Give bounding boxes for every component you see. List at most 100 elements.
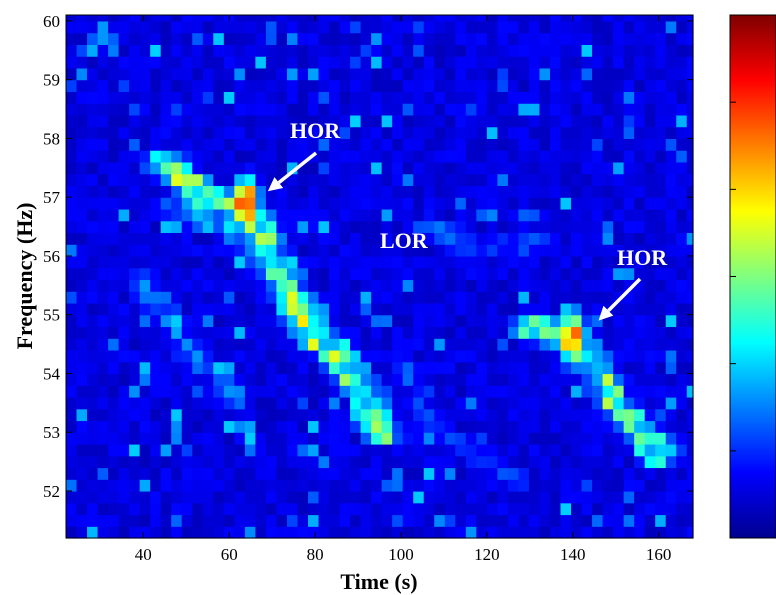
- heatmap-cell-2302: [602, 443, 614, 457]
- heatmap-cell-468: [171, 314, 183, 328]
- heatmap-cell-1920: [507, 173, 520, 187]
- heatmap-cell-1420: [392, 232, 404, 245]
- heatmap-cell-1471: [402, 161, 414, 175]
- heatmap-cell-704: [223, 185, 235, 198]
- heatmap-cell-2023: [528, 20, 541, 34]
- heatmap-cell-1278: [360, 314, 372, 328]
- heatmap-cell-625: [202, 56, 214, 69]
- heatmap-cell-1810: [486, 408, 498, 422]
- heatmap-cell-2580: [665, 349, 677, 363]
- heatmap-cell-362: [150, 502, 162, 516]
- heatmap-cell-354: [139, 67, 151, 81]
- heatmap-cell-1848: [497, 490, 509, 504]
- heatmap-cell-456: [171, 455, 183, 469]
- heatmap-cell-736: [234, 338, 246, 351]
- heatmap-cell-2196: [571, 103, 583, 116]
- heatmap-cell-1756: [476, 514, 488, 527]
- heatmap-cell-2630: [676, 291, 688, 304]
- heatmap-cell-1133: [329, 432, 341, 445]
- heatmap-cell-2435: [634, 467, 646, 480]
- heatmap-cell-2175: [571, 349, 583, 363]
- heatmap-cell-1351: [381, 514, 393, 527]
- heatmap-cell-1761: [476, 455, 488, 469]
- heatmap-cell-102: [87, 385, 99, 398]
- heatmap-cell-905: [276, 467, 288, 480]
- heatmap-cell-2476: [644, 514, 656, 527]
- heatmap-cell-2552: [655, 150, 667, 163]
- heatmap-cell-2203: [571, 20, 583, 34]
- heatmap-cell-1552: [423, 267, 435, 281]
- heatmap-cell-177: [97, 32, 109, 45]
- heatmap-cell-1511: [413, 220, 425, 234]
- heatmap-cell-1940: [518, 467, 530, 480]
- heatmap-cell-1070: [308, 114, 320, 128]
- heatmap-cell-874: [265, 302, 278, 316]
- heatmap-cell-1301: [360, 44, 372, 57]
- heatmap-cell-2544: [655, 244, 667, 257]
- heatmap-cell-1403: [392, 432, 404, 445]
- heatmap-cell-487: [171, 91, 183, 104]
- heatmap-cell-768: [244, 490, 256, 504]
- heatmap-cell-2596: [665, 161, 677, 175]
- heatmap-cell-133: [87, 20, 99, 34]
- heatmap-cell-1729: [465, 302, 477, 316]
- heatmap-cell-1995: [528, 349, 541, 363]
- heatmap-cell-1592: [434, 326, 446, 339]
- heatmap-cell-813: [255, 490, 267, 504]
- heatmap-cell-2403: [623, 314, 635, 328]
- heatmap-cell-1546: [423, 338, 435, 351]
- heatmap-cell-691: [223, 338, 235, 351]
- heatmap-cell-2594: [665, 185, 677, 198]
- heatmap-cell-258: [118, 138, 130, 151]
- heatmap-cell-1019: [297, 185, 309, 198]
- heatmap-cell-829: [255, 302, 267, 316]
- heatmap-cell-663: [213, 138, 225, 151]
- heatmap-cell-2696: [686, 44, 694, 57]
- heatmap-cell-1177: [339, 443, 351, 457]
- heatmap-cell-733: [234, 373, 246, 386]
- x-tick-label-100: 100: [388, 545, 414, 564]
- heatmap-cell-2370: [613, 173, 625, 187]
- annotation-arrow-shaft-1: [277, 151, 318, 184]
- heatmap-cell-809: [244, 15, 256, 22]
- annotation-arrow-head-1: [267, 177, 284, 192]
- heatmap-cell-91: [87, 514, 99, 527]
- heatmap-cell-2684: [686, 185, 694, 198]
- heatmap-cell-182: [108, 502, 120, 516]
- heatmap-cell-696: [223, 279, 235, 292]
- heatmap-cell-1129: [329, 479, 341, 492]
- heatmap-cell-2102: [549, 150, 562, 163]
- heatmap-cell-2603: [665, 79, 677, 92]
- heatmap-cell-2367: [613, 208, 625, 222]
- heatmap-cell-396: [150, 103, 162, 116]
- heatmap-cell-2661: [686, 455, 694, 469]
- heatmap-cell-2610: [676, 526, 688, 539]
- heatmap-cell-83: [76, 79, 88, 92]
- heatmap-cell-976: [286, 161, 299, 175]
- heatmap-cell-1283: [360, 255, 372, 269]
- heatmap-cell-1482: [402, 32, 414, 45]
- heatmap-cell-2195: [571, 114, 583, 128]
- heatmap-cell-254: [118, 185, 130, 198]
- heatmap-cell-2: [66, 502, 78, 516]
- heatmap-cell-2272: [592, 267, 604, 281]
- heatmap-cell-977: [286, 150, 299, 163]
- heatmap-cell-1215: [350, 526, 362, 539]
- heatmap-cell-2511: [644, 103, 656, 116]
- heatmap-cell-2662: [686, 443, 694, 457]
- heatmap-cell-779: [244, 361, 256, 375]
- heatmap-cell-183: [108, 490, 120, 504]
- heatmap-cell-1174: [339, 479, 351, 492]
- heatmap-cell-164: [97, 185, 109, 198]
- heatmap-cell-1353: [381, 490, 393, 504]
- heatmap-cell-1964: [518, 185, 530, 198]
- heatmap-cell-2275: [592, 232, 604, 245]
- heatmap-cell-2186: [571, 220, 583, 234]
- heatmap-cell-2278: [592, 197, 604, 210]
- heatmap-cell-1726: [465, 338, 477, 351]
- heatmap-cell-2005: [528, 232, 541, 245]
- heatmap-cell-1909: [507, 302, 520, 316]
- heatmap-cell-1253: [350, 79, 362, 92]
- heatmap-cell-793: [244, 197, 256, 210]
- heatmap-cell-2667: [686, 385, 694, 398]
